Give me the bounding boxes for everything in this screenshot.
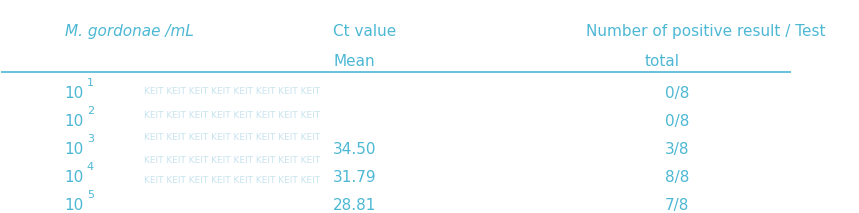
Text: KEIT KEIT KEIT KEIT KEIT KEIT KEIT KEIT: KEIT KEIT KEIT KEIT KEIT KEIT KEIT KEIT bbox=[143, 111, 323, 120]
Text: M. gordonae /mL: M. gordonae /mL bbox=[64, 24, 193, 39]
Text: KEIT KEIT KEIT KEIT KEIT KEIT KEIT KEIT: KEIT KEIT KEIT KEIT KEIT KEIT KEIT KEIT bbox=[143, 133, 323, 142]
Text: 10: 10 bbox=[64, 142, 84, 157]
Text: 1: 1 bbox=[87, 78, 94, 88]
Text: Mean: Mean bbox=[333, 54, 375, 69]
Text: Number of positive result / Test: Number of positive result / Test bbox=[586, 24, 825, 39]
Text: 10: 10 bbox=[64, 170, 84, 185]
Text: 0/8: 0/8 bbox=[665, 86, 689, 101]
Text: 3/8: 3/8 bbox=[665, 142, 689, 157]
Text: 0/8: 0/8 bbox=[665, 114, 689, 129]
Text: 4: 4 bbox=[87, 162, 94, 172]
Text: 2: 2 bbox=[87, 106, 94, 116]
Text: 10: 10 bbox=[64, 86, 84, 101]
Text: KEIT KEIT KEIT KEIT KEIT KEIT KEIT KEIT: KEIT KEIT KEIT KEIT KEIT KEIT KEIT KEIT bbox=[143, 156, 323, 165]
Text: KEIT KEIT KEIT KEIT KEIT KEIT KEIT KEIT: KEIT KEIT KEIT KEIT KEIT KEIT KEIT KEIT bbox=[143, 87, 323, 96]
Text: 10: 10 bbox=[64, 198, 84, 213]
Text: 8/8: 8/8 bbox=[665, 170, 689, 185]
Text: 7/8: 7/8 bbox=[665, 198, 689, 213]
Text: total: total bbox=[645, 54, 680, 69]
Text: 31.79: 31.79 bbox=[333, 170, 377, 185]
Text: 28.81: 28.81 bbox=[333, 198, 376, 213]
Text: 3: 3 bbox=[87, 134, 94, 144]
Text: Ct value: Ct value bbox=[333, 24, 396, 39]
Text: 5: 5 bbox=[87, 190, 94, 200]
Text: 34.50: 34.50 bbox=[333, 142, 376, 157]
Text: KEIT KEIT KEIT KEIT KEIT KEIT KEIT KEIT: KEIT KEIT KEIT KEIT KEIT KEIT KEIT KEIT bbox=[143, 176, 323, 186]
Text: 10: 10 bbox=[64, 114, 84, 129]
